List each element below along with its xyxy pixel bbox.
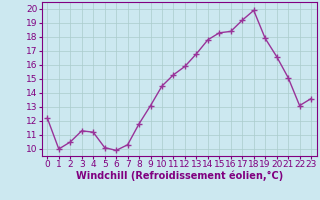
X-axis label: Windchill (Refroidissement éolien,°C): Windchill (Refroidissement éolien,°C) [76,171,283,181]
